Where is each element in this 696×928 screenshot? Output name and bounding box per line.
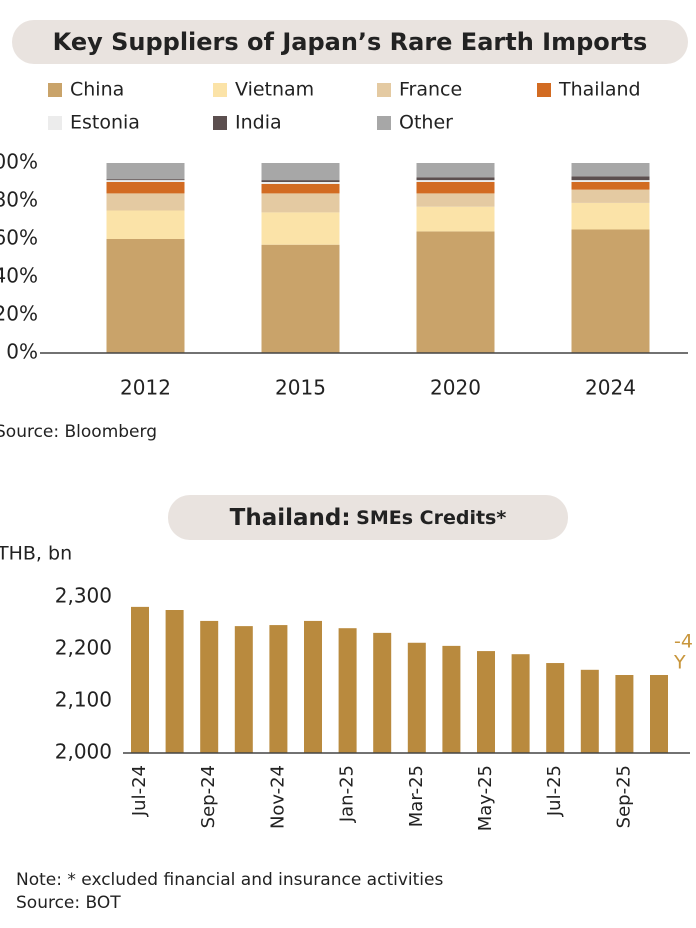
bar-segment bbox=[106, 210, 185, 239]
legend-label: Thailand bbox=[558, 79, 641, 101]
y-tick-label: 100% bbox=[0, 150, 38, 174]
bar-segment bbox=[261, 193, 340, 213]
legend-swatch bbox=[377, 116, 391, 130]
x-tick-label: Nov-24 bbox=[267, 765, 288, 829]
bar-segment bbox=[571, 182, 650, 190]
bar-segment bbox=[106, 193, 185, 211]
legend-label: Vietnam bbox=[235, 79, 314, 101]
legend-swatch bbox=[48, 83, 62, 97]
bar-segment bbox=[571, 189, 650, 203]
x-tick-label: 2015 bbox=[275, 376, 326, 400]
bar-segment bbox=[571, 163, 650, 177]
x-tick-label: Jan-25 bbox=[337, 765, 358, 823]
y-tick-label: 2,100 bbox=[55, 688, 112, 712]
y-axis-label: THB, bn bbox=[0, 543, 72, 565]
bar-segment bbox=[416, 182, 495, 194]
legend-label: India bbox=[235, 112, 282, 134]
bar-segment bbox=[106, 179, 185, 181]
x-tick-label: Jul-24 bbox=[129, 765, 150, 817]
bar bbox=[338, 628, 357, 753]
bar-segment bbox=[106, 163, 185, 180]
legend-swatch bbox=[48, 116, 62, 130]
bar bbox=[477, 651, 495, 753]
bar bbox=[165, 610, 184, 753]
bar-segment bbox=[106, 180, 185, 182]
source: Source: Bloomberg bbox=[0, 422, 157, 442]
x-tick-label: 2012 bbox=[120, 376, 171, 400]
bar-segment bbox=[416, 193, 495, 207]
bar-segment bbox=[106, 182, 185, 194]
legend-label: Estonia bbox=[70, 112, 140, 134]
bar-segment bbox=[571, 180, 650, 182]
y-tick-label: 2,300 bbox=[55, 584, 112, 608]
title-pill bbox=[12, 20, 688, 64]
bar bbox=[442, 645, 461, 753]
note: Note: * excluded financial and insurance… bbox=[16, 870, 443, 890]
bar bbox=[546, 663, 565, 753]
annotation: -4 bbox=[674, 631, 693, 653]
subtitle: SMEs Credits* bbox=[356, 507, 506, 529]
bar-segment bbox=[416, 177, 495, 181]
x-tick-label: 2020 bbox=[430, 376, 481, 400]
chart-title: Key Suppliers of Japan’s Rare Earth Impo… bbox=[53, 28, 648, 56]
bar bbox=[269, 625, 288, 753]
bar bbox=[511, 654, 530, 753]
y-tick-label: 2,000 bbox=[55, 740, 112, 764]
legend-swatch bbox=[213, 83, 227, 97]
bar-segment bbox=[261, 244, 340, 353]
y-tick-label: 2,200 bbox=[55, 636, 112, 660]
bar-segment bbox=[106, 239, 185, 353]
bar bbox=[304, 620, 322, 753]
bar bbox=[580, 669, 599, 753]
bar bbox=[373, 632, 392, 753]
legend-label: China bbox=[70, 79, 124, 101]
legend-swatch bbox=[537, 83, 551, 97]
legend-swatch bbox=[213, 116, 227, 130]
y-tick-label: 0% bbox=[6, 340, 38, 364]
legend-label: France bbox=[399, 79, 462, 101]
x-tick-label: Jul-25 bbox=[544, 765, 565, 817]
y-tick-label: 20% bbox=[0, 302, 38, 326]
bar-segment bbox=[416, 231, 495, 353]
annotation: Y bbox=[673, 652, 686, 674]
bar-segment bbox=[261, 163, 340, 181]
bar-segment bbox=[261, 180, 340, 182]
x-tick-label: May-25 bbox=[475, 765, 496, 831]
y-tick-label: 40% bbox=[0, 264, 38, 288]
chart-title: Thailand: SMEs Credits* bbox=[230, 505, 507, 531]
source: Source: BOT bbox=[16, 893, 121, 913]
bar bbox=[200, 620, 219, 753]
title-pill bbox=[168, 495, 568, 540]
y-tick-label: 60% bbox=[0, 226, 38, 250]
x-tick-label: Mar-25 bbox=[406, 765, 427, 827]
bar-segment bbox=[416, 206, 495, 232]
x-tick-label: Sep-25 bbox=[613, 765, 634, 828]
bar-segment bbox=[416, 163, 495, 178]
bar-segment bbox=[571, 202, 650, 230]
bar bbox=[234, 626, 253, 753]
bar bbox=[407, 642, 426, 753]
bar-segment bbox=[261, 183, 340, 194]
legend-swatch bbox=[377, 83, 391, 97]
bar-segment bbox=[261, 212, 340, 245]
x-tick-label: Sep-24 bbox=[198, 765, 219, 828]
legend-label: Other bbox=[399, 112, 453, 134]
bar-segment bbox=[571, 229, 650, 353]
y-tick-label: 80% bbox=[0, 188, 38, 212]
title: Thailand: bbox=[230, 505, 351, 531]
x-tick-label: 2024 bbox=[585, 376, 636, 400]
bar-segment bbox=[571, 176, 650, 181]
bar bbox=[131, 606, 149, 753]
bar-segment bbox=[261, 182, 340, 184]
bar bbox=[650, 675, 668, 753]
bar bbox=[615, 675, 634, 753]
bar-segment bbox=[416, 180, 495, 182]
